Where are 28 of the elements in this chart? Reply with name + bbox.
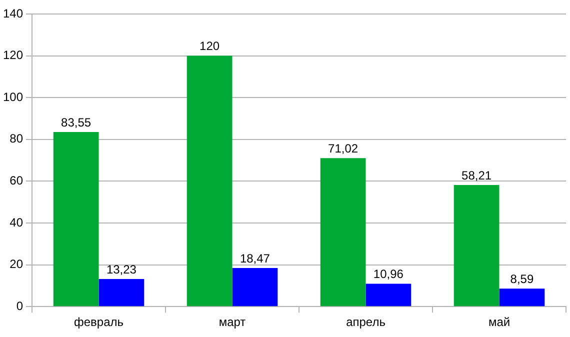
y-tick-label: 100	[2, 90, 24, 104]
bar	[320, 158, 366, 306]
bar	[366, 284, 412, 306]
bar	[499, 288, 545, 306]
data-label: 58,21	[462, 168, 492, 182]
bar	[98, 278, 144, 306]
x-tick-label: май	[488, 315, 510, 330]
data-label: 13,23	[106, 262, 137, 276]
x-tick-label: февраль	[74, 315, 124, 330]
bar	[186, 56, 232, 306]
y-tick-label: 20	[10, 257, 24, 272]
data-label: 71,02	[328, 141, 358, 156]
y-tick-label: 80	[10, 132, 24, 146]
x-tick-label: апрель	[346, 315, 386, 330]
bar	[454, 184, 500, 306]
y-tick-label: 140	[2, 6, 24, 20]
y-tick-label: 0	[16, 298, 24, 313]
y-tick-label: 60	[10, 174, 24, 188]
data-label: 18,47	[240, 251, 270, 266]
data-label: 10,96	[373, 267, 404, 282]
x-tick-label: март	[218, 315, 246, 330]
data-label: 120	[200, 39, 220, 54]
data-label: 8,59	[510, 272, 534, 286]
y-tick-label: 40	[10, 215, 24, 230]
bar	[232, 268, 278, 306]
y-tick-label: 120	[2, 48, 24, 62]
bar	[53, 132, 99, 306]
data-label: 83,55	[61, 115, 92, 130]
